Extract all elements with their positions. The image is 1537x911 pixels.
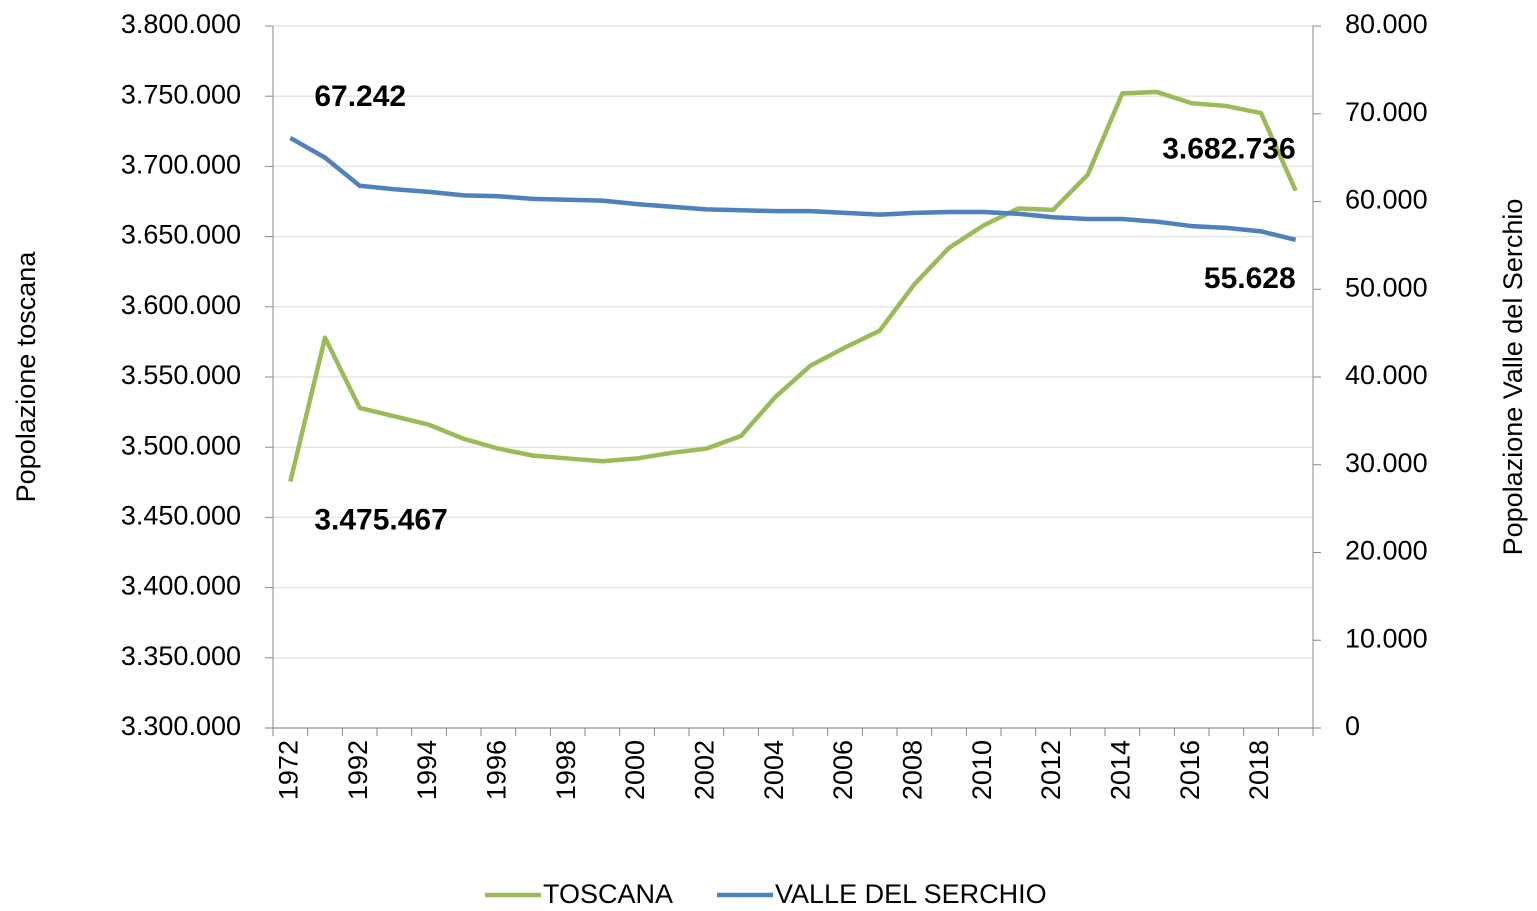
x-tick-label: 2016 <box>1175 740 1205 800</box>
x-tick-label: 2000 <box>620 740 650 800</box>
y-tick-label: 3.300.000 <box>121 711 241 741</box>
x-tick-label: 2014 <box>1105 740 1135 800</box>
value-label: 55.628 <box>1204 262 1296 295</box>
y2-tick-label: 40.000 <box>1345 360 1428 390</box>
x-tick-label: 1996 <box>481 740 511 800</box>
y-tick-label: 3.750.000 <box>121 79 241 109</box>
x-tick-label: 1998 <box>551 740 581 800</box>
y-axis-label: Popolazione toscana <box>11 251 41 503</box>
series-line <box>289 135 1297 243</box>
value-label: 3.475.467 <box>314 504 447 537</box>
x-tick-label: 2008 <box>897 740 927 800</box>
y2-tick-label: 50.000 <box>1345 272 1428 302</box>
x-tick-label: 2010 <box>967 740 997 800</box>
y2-tick-label: 20.000 <box>1345 536 1428 566</box>
y-tick-label: 3.700.000 <box>121 150 241 180</box>
y-tick-label: 3.600.000 <box>121 290 241 320</box>
x-tick-label: 2006 <box>828 740 858 800</box>
x-tick-label: 1992 <box>343 740 373 800</box>
y-tick-label: 3.800.000 <box>121 9 241 39</box>
y-tick-label: 3.350.000 <box>121 641 241 671</box>
legend-label: VALLE DEL SERCHIO <box>775 879 1047 909</box>
series-line <box>288 89 1298 483</box>
y2-axis-label: Popolazione Valle del Serchio <box>1498 199 1528 556</box>
y-tick-label: 3.400.000 <box>121 571 241 601</box>
value-label: 67.242 <box>314 80 406 113</box>
value-label: 3.682.736 <box>1162 133 1295 166</box>
y2-tick-label: 60.000 <box>1345 185 1428 215</box>
y-tick-label: 3.650.000 <box>121 220 241 250</box>
legend-label: TOSCANA <box>543 879 673 909</box>
y2-tick-label: 30.000 <box>1345 448 1428 478</box>
y-tick-label: 3.500.000 <box>121 430 241 460</box>
x-tick-label: 1994 <box>412 740 442 800</box>
y2-tick-label: 80.000 <box>1345 9 1428 39</box>
y2-tick-label: 10.000 <box>1345 623 1428 653</box>
y2-tick-label: 70.000 <box>1345 97 1428 127</box>
x-tick-label: 2002 <box>689 740 719 800</box>
y2-tick-label: 0 <box>1345 711 1360 741</box>
x-tick-label: 2004 <box>759 740 789 800</box>
x-tick-label: 2012 <box>1036 740 1066 800</box>
x-tick-label: 1972 <box>273 740 303 800</box>
y-tick-label: 3.450.000 <box>121 501 241 531</box>
y-tick-label: 3.550.000 <box>121 360 241 390</box>
x-tick-label: 2018 <box>1244 740 1274 800</box>
